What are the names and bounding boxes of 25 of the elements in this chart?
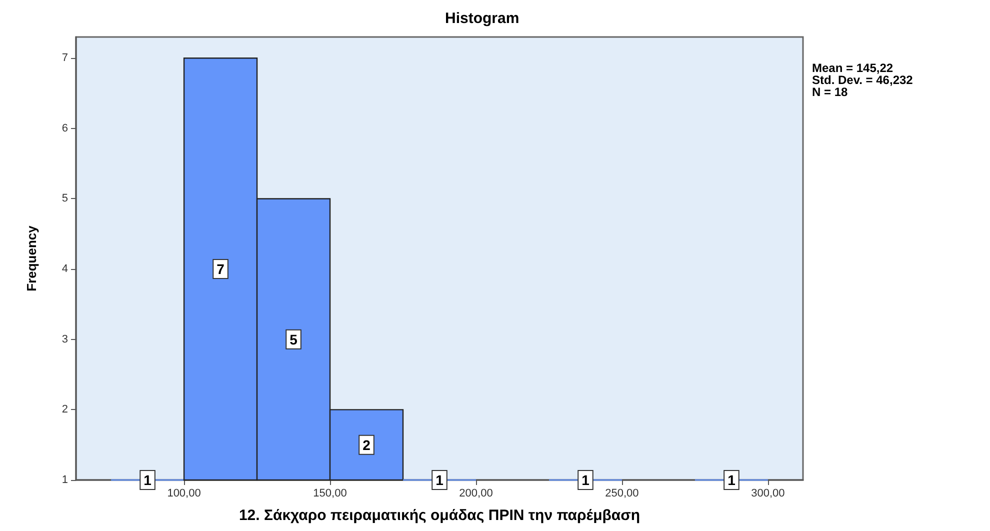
x-tick-label: 250,00 xyxy=(605,488,639,500)
data-label: 1 xyxy=(728,472,736,488)
x-tick-label: 100,00 xyxy=(167,488,201,500)
chart-title: Histogram xyxy=(445,10,520,27)
data-label: 1 xyxy=(144,472,152,488)
y-tick-label: 6 xyxy=(62,122,68,134)
x-tick-label: 150,00 xyxy=(313,488,347,500)
data-label: 7 xyxy=(216,261,225,278)
text: N = 18 xyxy=(812,85,848,99)
y-tick-label: 3 xyxy=(62,333,68,346)
y-tick-label: 1 xyxy=(62,474,68,486)
data-label: 2 xyxy=(362,436,371,453)
data-label: 1 xyxy=(582,472,590,488)
text: Mean = 145,22 xyxy=(812,61,894,75)
text: Std. Dev. = 46,232 xyxy=(812,73,914,87)
data-label: 1 xyxy=(436,472,444,488)
x-tick-label: 300,00 xyxy=(751,488,785,500)
data-label: 5 xyxy=(290,331,298,348)
y-tick-label: 7 xyxy=(62,52,68,64)
x-axis-title: 12. Σάκχαρο πειραματικής ομάδας ΠΡΙΝ την παρέμβαση xyxy=(238,507,640,524)
y-tick-label: 5 xyxy=(62,192,68,205)
y-tick-label: 2 xyxy=(62,404,68,416)
y-tick-label: 4 xyxy=(62,263,68,276)
y-axis-title: Frequency xyxy=(24,224,39,292)
x-tick-label: 200,00 xyxy=(459,488,493,500)
